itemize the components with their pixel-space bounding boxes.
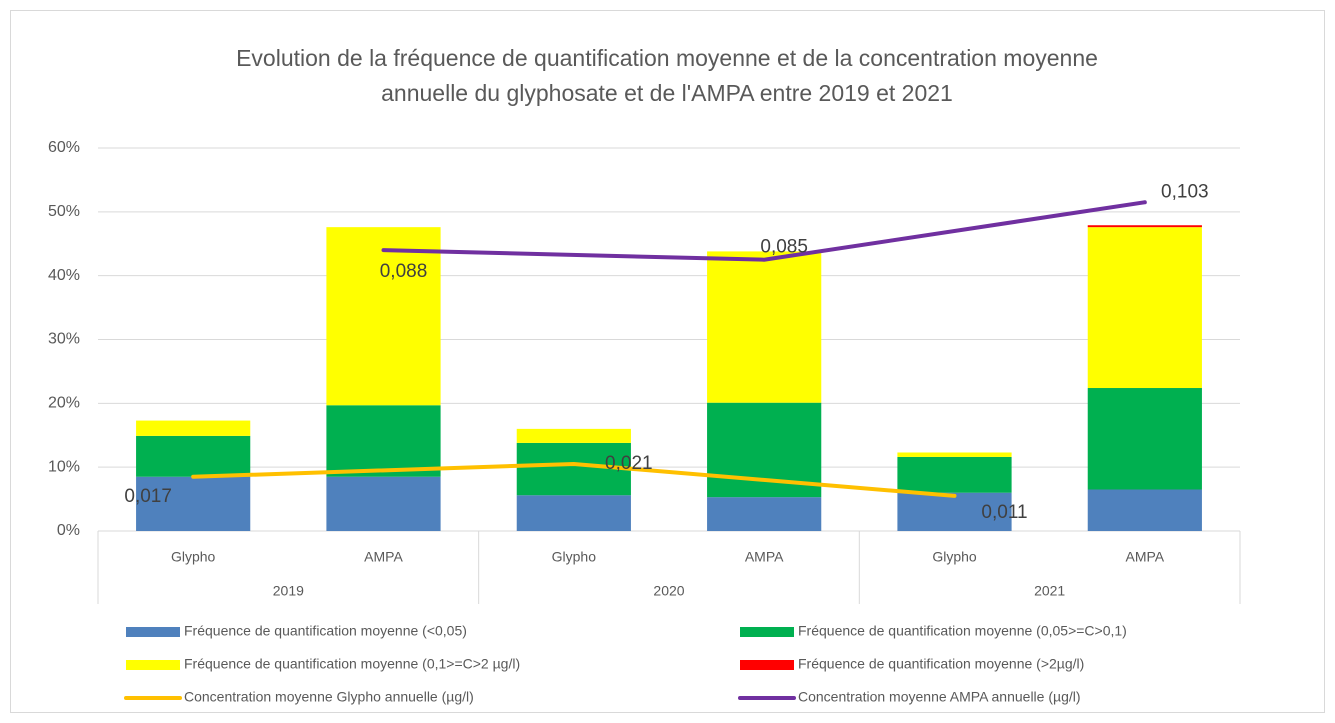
group-label: 2021 [1034, 583, 1065, 599]
bar-segment [1087, 388, 1202, 490]
data-label: 0,085 [760, 237, 808, 258]
data-label: 0,088 [380, 261, 428, 282]
chart-title: Evolution de la fréquence de quantificat… [236, 45, 1098, 71]
legend-swatch [126, 627, 180, 637]
legend-label: Fréquence de quantification moyenne (>2µ… [798, 656, 1084, 672]
y-tick-label: 40% [48, 267, 80, 284]
bar-segment [1087, 227, 1202, 389]
bar-segment [136, 476, 251, 531]
data-label: 0,103 [1161, 181, 1209, 202]
bar-segment [326, 405, 441, 477]
bar-segment [326, 476, 441, 531]
legend-swatch [740, 627, 794, 637]
y-tick-label: 10% [48, 458, 80, 475]
bar-segment [136, 435, 251, 477]
legend-label: Fréquence de quantification moyenne (0,1… [184, 656, 520, 672]
y-tick-label: 0% [57, 522, 80, 539]
legend-swatch [740, 660, 794, 670]
legend-label: Concentration moyenne AMPA annuelle (µg/… [798, 689, 1081, 705]
legend-label: Fréquence de quantification moyenne (0,0… [798, 623, 1127, 639]
legend-label: Concentration moyenne Glypho annuelle (µ… [184, 689, 474, 705]
bar-segment [1087, 225, 1202, 228]
group-label: 2019 [273, 583, 304, 599]
group-label: 2020 [653, 583, 684, 599]
chart-title: annuelle du glyphosate et de l'AMPA entr… [381, 80, 953, 106]
line [381, 200, 1147, 262]
bar-segment [516, 428, 631, 443]
bar-segment [516, 495, 631, 531]
y-tick-label: 20% [48, 395, 80, 412]
x-tick-label: AMPA [364, 549, 403, 565]
bar-segment [326, 227, 441, 406]
data-label: 0,011 [981, 502, 1027, 523]
x-tick-label: Glypho [171, 549, 216, 565]
x-tick-label: AMPA [745, 549, 784, 565]
bar-segment [1087, 489, 1202, 531]
bar-segment [707, 251, 822, 403]
x-tick-label: Glypho [932, 549, 977, 565]
bar-segment [897, 452, 1012, 457]
x-tick-label: AMPA [1126, 549, 1165, 565]
y-tick-label: 50% [48, 203, 80, 220]
bar-segment [897, 456, 1012, 493]
line [191, 461, 957, 498]
legend-label: Fréquence de quantification moyenne (<0,… [184, 623, 467, 639]
x-tick-label: Glypho [552, 549, 597, 565]
y-tick-label: 30% [48, 331, 80, 348]
y-tick-label: 60% [48, 139, 80, 156]
bar-segment [897, 492, 1012, 531]
data-label: 0,017 [124, 486, 172, 507]
bar-segment [136, 420, 251, 436]
bar-segment [707, 497, 822, 531]
legend-swatch [126, 660, 180, 670]
data-label: 0,021 [605, 453, 653, 474]
